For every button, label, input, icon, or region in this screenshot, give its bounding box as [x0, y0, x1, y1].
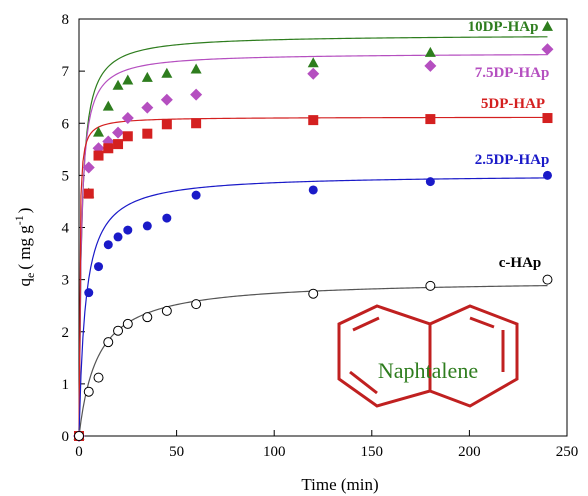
series-label: 7.5DP-HAp — [475, 65, 550, 81]
data-point-2.5DP-HAp — [191, 190, 201, 200]
data-point-2.5DP-HAp — [308, 185, 318, 195]
data-point-2.5DP-HAp — [542, 170, 552, 180]
data-point-7.5DP-HAp — [160, 93, 173, 106]
data-point-c-HAp — [161, 305, 172, 316]
svg-text:qe( mg g-1): qe ( mg g-1) — [12, 208, 37, 287]
data-point-10DP-HAp — [424, 46, 436, 57]
data-point-5DP-HAP — [113, 139, 124, 150]
data-point-2.5DP-HAp — [94, 262, 104, 272]
y-axis-title-main: q — [15, 277, 34, 286]
y-tick-label: 1 — [62, 377, 70, 393]
y-tick-label: 7 — [62, 64, 70, 80]
data-point-7.5DP-HAp — [112, 126, 125, 139]
data-point-10DP-HAp — [190, 63, 202, 74]
data-point-5DP-HAP — [93, 150, 104, 161]
data-point-c-HAp — [103, 337, 114, 348]
data-point-10DP-HAp — [93, 126, 105, 137]
data-point-10DP-HAp — [541, 20, 553, 31]
data-point-c-HAp — [93, 372, 104, 383]
data-point-2.5DP-HAp — [123, 225, 133, 235]
x-tick-label: 100 — [263, 444, 286, 460]
data-point-2.5DP-HAp — [425, 177, 435, 187]
data-points — [73, 20, 554, 442]
y-tick-label: 3 — [62, 273, 70, 289]
fit-curve-7.5DP-HAp — [78, 54, 548, 437]
naphthalene-structure-icon: Naphtalene — [337, 304, 519, 408]
y-axis-title-sup: -1 — [12, 215, 26, 225]
data-point-c-HAp — [113, 325, 124, 336]
data-point-2.5DP-HAp — [142, 221, 152, 231]
data-point-10DP-HAp — [161, 67, 173, 78]
y-tick-label: 5 — [62, 168, 70, 184]
y-axis-title: qe ( mg g-1) — [12, 208, 37, 287]
data-point-2.5DP-HAp — [84, 288, 94, 298]
series-label: c-HAp — [499, 255, 542, 271]
data-point-2.5DP-HAp — [162, 213, 172, 223]
data-point-5DP-HAP — [161, 119, 172, 130]
y-tick-label: 2 — [62, 325, 70, 341]
data-point-10DP-HAp — [307, 57, 319, 68]
x-tick-label: 150 — [361, 444, 384, 460]
data-point-c-HAp — [122, 318, 133, 329]
x-tick-label: 0 — [75, 444, 83, 460]
data-point-5DP-HAP — [542, 113, 553, 124]
x-tick-label: 50 — [169, 444, 184, 460]
data-point-c-HAp — [308, 288, 319, 299]
data-point-10DP-HAp — [122, 74, 134, 85]
y-axis-title-close: ) — [15, 208, 34, 214]
data-point-c-HAp — [425, 280, 436, 291]
fit-curve-10DP-HAp — [78, 36, 548, 437]
data-point-7.5DP-HAp — [121, 112, 134, 125]
x-tick-label: 200 — [458, 444, 481, 460]
y-tick-label: 4 — [62, 221, 70, 237]
data-point-7.5DP-HAp — [141, 101, 154, 114]
data-point-10DP-HAp — [102, 100, 114, 111]
molecule-name: Naphtalene — [378, 358, 478, 383]
data-point-7.5DP-HAp — [541, 43, 554, 56]
data-point-c-HAp — [74, 431, 84, 441]
x-axis-title: Time (min) — [301, 475, 378, 494]
chart-axes: 0 50 100 150 200 250 0 1 2 3 4 5 6 7 8 — [62, 12, 579, 460]
data-point-5DP-HAP — [425, 114, 436, 125]
data-point-c-HAp — [542, 274, 553, 285]
y-axis-title-unit: ( mg g — [15, 225, 34, 270]
data-point-5DP-HAP — [83, 188, 94, 199]
data-point-5DP-HAP — [122, 131, 133, 142]
series-label: 5DP-HAP — [481, 96, 545, 112]
data-point-7.5DP-HAp — [82, 161, 95, 174]
data-point-5DP-HAP — [142, 128, 153, 139]
data-point-5DP-HAP — [103, 143, 114, 154]
data-point-c-HAp — [142, 312, 153, 323]
data-point-7.5DP-HAp — [190, 88, 203, 101]
data-point-c-HAp — [83, 386, 94, 397]
fit-curve-2.5DP-HAp — [78, 177, 548, 437]
y-tick-label: 8 — [62, 12, 70, 28]
series-label: 2.5DP-HAp — [475, 152, 550, 168]
data-point-7.5DP-HAp — [307, 67, 320, 80]
data-point-5DP-HAP — [308, 115, 319, 126]
y-tick-label: 0 — [62, 429, 70, 445]
data-point-7.5DP-HAp — [424, 59, 437, 72]
data-point-10DP-HAp — [112, 79, 124, 90]
series-labels: 10DP-HAp 7.5DP-HAp 5DP-HAP 2.5DP-HAp c-HAp — [468, 19, 550, 271]
data-point-5DP-HAP — [191, 118, 202, 129]
x-tick-label: 250 — [556, 444, 579, 460]
data-point-10DP-HAp — [141, 71, 153, 82]
data-point-c-HAp — [191, 299, 202, 310]
y-axis-title-sub: e — [23, 273, 37, 278]
data-point-2.5DP-HAp — [103, 240, 113, 250]
data-point-2.5DP-HAp — [113, 232, 123, 242]
series-label: 10DP-HAp — [468, 19, 539, 35]
y-tick-label: 6 — [62, 116, 70, 132]
